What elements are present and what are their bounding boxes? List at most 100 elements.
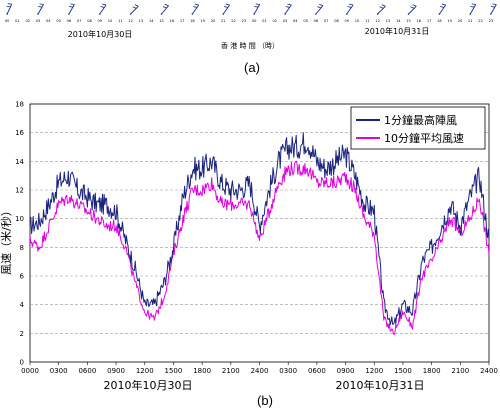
y-tick-label: 4 — [20, 301, 25, 309]
y-tick-label: 10 — [15, 215, 24, 223]
hour-tick-label: 23 — [489, 19, 494, 23]
hour-tick-label: 03 — [36, 19, 41, 23]
panel-b: 0 2 4 6 8 10 12 14 16 18 0000 0300 0600 0900 1200 1500… — [0, 101, 498, 409]
x-tick-label: 0900 — [107, 367, 125, 375]
grid-lines — [30, 132, 489, 334]
hour-tick-label: 08 — [87, 19, 92, 23]
hour-tick-label: 04 — [46, 19, 51, 23]
hour-tick-label: 01 — [262, 19, 267, 23]
hour-tick-label: 18 — [190, 19, 195, 23]
hour-tick-label: 00 — [5, 19, 10, 23]
x-tick-label: 1500 — [394, 367, 412, 375]
hour-tick-label: 05 — [303, 19, 308, 23]
hour-tick-label: 08 — [334, 19, 339, 23]
series-lines — [29, 132, 490, 335]
hour-tick-label: 12 — [128, 19, 133, 23]
wind-barb — [469, 3, 477, 15]
panel-a-axis-title: 香 港 時 間 （時） — [221, 41, 279, 50]
x-tick-label: 0300 — [279, 367, 297, 375]
wind-barb — [98, 3, 107, 15]
hour-tick-label: 19 — [447, 19, 452, 23]
wind-barb — [222, 3, 230, 15]
hour-tick-label: 11 — [118, 19, 123, 23]
x-date-label-1: 2010年10月30日 — [104, 378, 193, 392]
hour-tick-label: 02 — [272, 19, 277, 23]
wind-barb — [315, 3, 324, 15]
x-tick-label: 0000 — [21, 367, 39, 375]
series-line-mean — [29, 160, 490, 335]
hour-tick-label: 00 — [252, 19, 257, 23]
hour-tick-label: 10 — [108, 19, 113, 23]
y-axis-label: 風速（米/秒） — [0, 205, 13, 275]
wind-barb — [253, 3, 261, 15]
wind-barb — [438, 3, 447, 15]
hour-tick-label: 14 — [396, 19, 401, 23]
hour-tick-labels: 00 01 02 03 04 05 06 07 08 09 10 11 12 13 14 15 16 17 18 19… — [5, 19, 493, 23]
x-tick-label: 2400 — [251, 367, 269, 375]
hour-tick-label: 09 — [344, 19, 349, 23]
panel-a-label: (a) — [244, 60, 260, 75]
hour-tick-label: 22 — [231, 19, 236, 23]
wind-barb — [129, 4, 139, 15]
wind-barb — [68, 3, 75, 15]
hour-tick-label: 21 — [221, 19, 226, 23]
y-tick-label: 0 — [20, 359, 24, 367]
x-tick-label: 1500 — [165, 367, 183, 375]
wind-barb — [376, 4, 386, 15]
hour-tick-label: 23 — [242, 19, 247, 23]
x-tick-label: 2100 — [451, 367, 469, 375]
hour-tick-label: 16 — [417, 19, 422, 23]
wind-barb — [160, 3, 169, 15]
x-tick-label: 1800 — [423, 367, 441, 375]
hour-tick-label: 15 — [406, 19, 411, 23]
hour-tick-label: 03 — [283, 19, 288, 23]
y-tick-label: 8 — [20, 244, 24, 252]
panel-b-label: (b) — [257, 393, 273, 408]
legend: 1分鐘最高陣風 10分鐘平均風速 — [350, 106, 486, 150]
y-tick-label: 14 — [15, 158, 24, 166]
hour-tick-label: 06 — [67, 19, 72, 23]
series-line-gust — [29, 132, 490, 326]
hour-tick-label: 07 — [77, 19, 82, 23]
panel-a-date-1: 2010年10月30日 — [68, 29, 133, 39]
hour-tick-label: 01 — [15, 19, 20, 23]
y-tick-label: 2 — [20, 330, 24, 338]
hour-tick-label: 21 — [468, 19, 473, 23]
x-date-label-2: 2010年10月31日 — [336, 378, 425, 392]
wind-barbs — [6, 3, 497, 15]
y-tick-label: 12 — [15, 187, 24, 195]
wind-barb — [490, 3, 497, 15]
hour-tick-label: 02 — [25, 19, 30, 23]
x-tick-label: 0600 — [78, 367, 96, 375]
panel-a: 00 01 02 03 04 05 06 07 08 09 10 11 12 13 14 15 16 17 18 19… — [5, 3, 497, 75]
hour-tick-label: 13 — [139, 19, 144, 23]
hour-tick-label: 13 — [386, 19, 391, 23]
hour-tick-label: 20 — [211, 19, 216, 23]
hour-tick-label: 11 — [365, 19, 370, 23]
hour-tick-label: 10 — [355, 19, 360, 23]
wind-barb — [37, 3, 44, 15]
hour-tick-label: 05 — [56, 19, 61, 23]
wind-barb — [6, 3, 13, 15]
wind-barb — [407, 4, 417, 15]
x-tick-labels: 0000 0300 0600 0900 1200 1500 1800 2100 2400 0300… — [21, 362, 498, 375]
wind-barb — [345, 3, 354, 15]
hour-tick-label: 20 — [458, 19, 463, 23]
hour-tick-label: 18 — [437, 19, 442, 23]
y-tick-label: 18 — [15, 101, 24, 109]
hour-tick-label: 09 — [97, 19, 102, 23]
hour-tick-label: 19 — [200, 19, 205, 23]
hour-tick-label: 17 — [427, 19, 432, 23]
hour-tick-label: 14 — [149, 19, 154, 23]
legend-label-gust: 1分鐘最高陣風 — [384, 113, 457, 127]
legend-box — [350, 106, 486, 150]
x-tick-label: 0900 — [337, 367, 355, 375]
x-tick-label: 2100 — [222, 367, 240, 375]
hour-tick-label: 07 — [324, 19, 329, 23]
hour-tick-label: 04 — [293, 19, 298, 23]
hour-tick-label: 16 — [170, 19, 175, 23]
hour-tick-label: 15 — [159, 19, 164, 23]
x-tick-label: 0300 — [50, 367, 68, 375]
legend-label-mean: 10分鐘平均風速 — [384, 131, 464, 145]
